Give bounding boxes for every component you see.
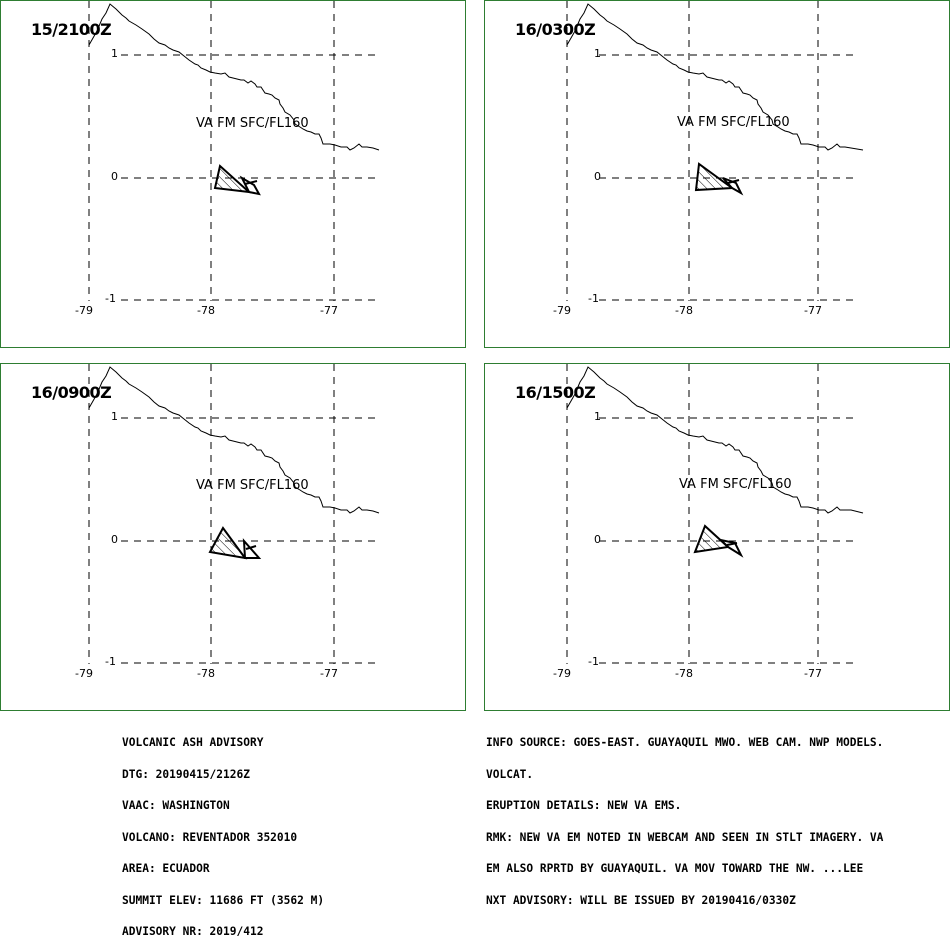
- forecast-panel-3: 16/0900Z VA FM SFC/FL160 1 0 -1 -79 -78 …: [0, 363, 466, 711]
- advisory-line: VAAC: WASHINGTON: [122, 799, 230, 812]
- coastline: [566, 3, 864, 151]
- coastline: [88, 366, 380, 514]
- lat-label: 0: [111, 170, 118, 183]
- lon-label: -77: [804, 304, 822, 317]
- lat-label: 1: [111, 410, 118, 423]
- lon-label: -78: [675, 667, 693, 680]
- lon-label: -78: [197, 304, 215, 317]
- lat-label: 1: [111, 47, 118, 60]
- panel-time: 15/2100Z: [31, 20, 112, 39]
- advisory-line: AREA: ECUADOR: [122, 862, 210, 875]
- lat-label: 0: [594, 533, 601, 546]
- panel-time: 16/0300Z: [515, 20, 596, 39]
- lat-label: 0: [594, 170, 601, 183]
- panel-va-label: VA FM SFC/FL160: [196, 478, 309, 493]
- map-canvas: [566, 364, 864, 664]
- advisory-line: VOLCANIC ASH ADVISORY: [122, 736, 264, 749]
- lon-label: -79: [553, 667, 571, 680]
- advisory-line: NXT ADVISORY: WILL BE ISSUED BY 20190416…: [486, 893, 796, 907]
- lat-label: -1: [588, 292, 599, 305]
- map-canvas: [88, 1, 380, 301]
- ash-cloud: [694, 162, 744, 196]
- lat-label: 1: [594, 47, 601, 60]
- lat-label: -1: [105, 292, 116, 305]
- advisory-line: INFO SOURCE: GOES-EAST. GUAYAQUIL MWO. W…: [486, 736, 884, 749]
- lon-label: -78: [675, 304, 693, 317]
- coastline: [566, 366, 864, 514]
- coastline: [88, 3, 380, 151]
- advisory-line: VOLCANO: REVENTADOR 352010: [122, 830, 298, 844]
- advisory-line: ERUPTION DETAILS: NEW VA EMS.: [486, 799, 682, 812]
- lat-label: -1: [588, 655, 599, 668]
- panel-va-label: VA FM SFC/FL160: [679, 477, 792, 492]
- advisory-line: VOLCAT.: [486, 767, 534, 781]
- map-canvas: [88, 364, 380, 664]
- lon-label: -78: [197, 667, 215, 680]
- lon-label: -79: [553, 304, 571, 317]
- panel-va-label: VA FM SFC/FL160: [196, 116, 309, 131]
- ash-cloud: [208, 526, 262, 560]
- panel-time: 16/1500Z: [515, 383, 596, 402]
- advisory-line: SUMMIT ELEV: 11686 FT (3562 M): [122, 893, 325, 907]
- advisory-line: DTG: 20190415/2126Z: [122, 767, 250, 781]
- lon-label: -77: [320, 304, 338, 317]
- lon-label: -79: [75, 304, 93, 317]
- panel-time: 16/0900Z: [31, 383, 112, 402]
- advisory-header-block: VOLCANIC ASH ADVISORY DTG: 20190415/2126…: [122, 717, 324, 948]
- lat-label: 0: [111, 533, 118, 546]
- ash-cloud: [693, 524, 744, 558]
- lon-label: -77: [320, 667, 338, 680]
- lat-label: 1: [594, 410, 601, 423]
- advisory-line: RMK: NEW VA EM NOTED IN WEBCAM AND SEEN …: [486, 830, 884, 844]
- map-canvas: [566, 1, 864, 301]
- panel-va-label: VA FM SFC/FL160: [677, 115, 790, 130]
- forecast-panel-1: 15/2100Z VA FM SFC/FL160 1 0 -1 -79 -78 …: [0, 0, 466, 348]
- lon-label: -79: [75, 667, 93, 680]
- lon-label: -77: [804, 667, 822, 680]
- advisory-line: EM ALSO RPRTD BY GUAYAQUIL. VA MOV TOWAR…: [486, 862, 864, 875]
- forecast-panel-2: 16/0300Z VA FM SFC/FL160 1 0 -1 -79 -78 …: [484, 0, 950, 348]
- forecast-panel-4: 16/1500Z VA FM SFC/FL160 1 0 -1 -79 -78 …: [484, 363, 950, 711]
- advisory-details-block: INFO SOURCE: GOES-EAST. GUAYAQUIL MWO. W…: [486, 717, 883, 917]
- ash-cloud: [213, 164, 261, 196]
- advisory-line: ADVISORY NR: 2019/412: [122, 925, 264, 938]
- lat-label: -1: [105, 655, 116, 668]
